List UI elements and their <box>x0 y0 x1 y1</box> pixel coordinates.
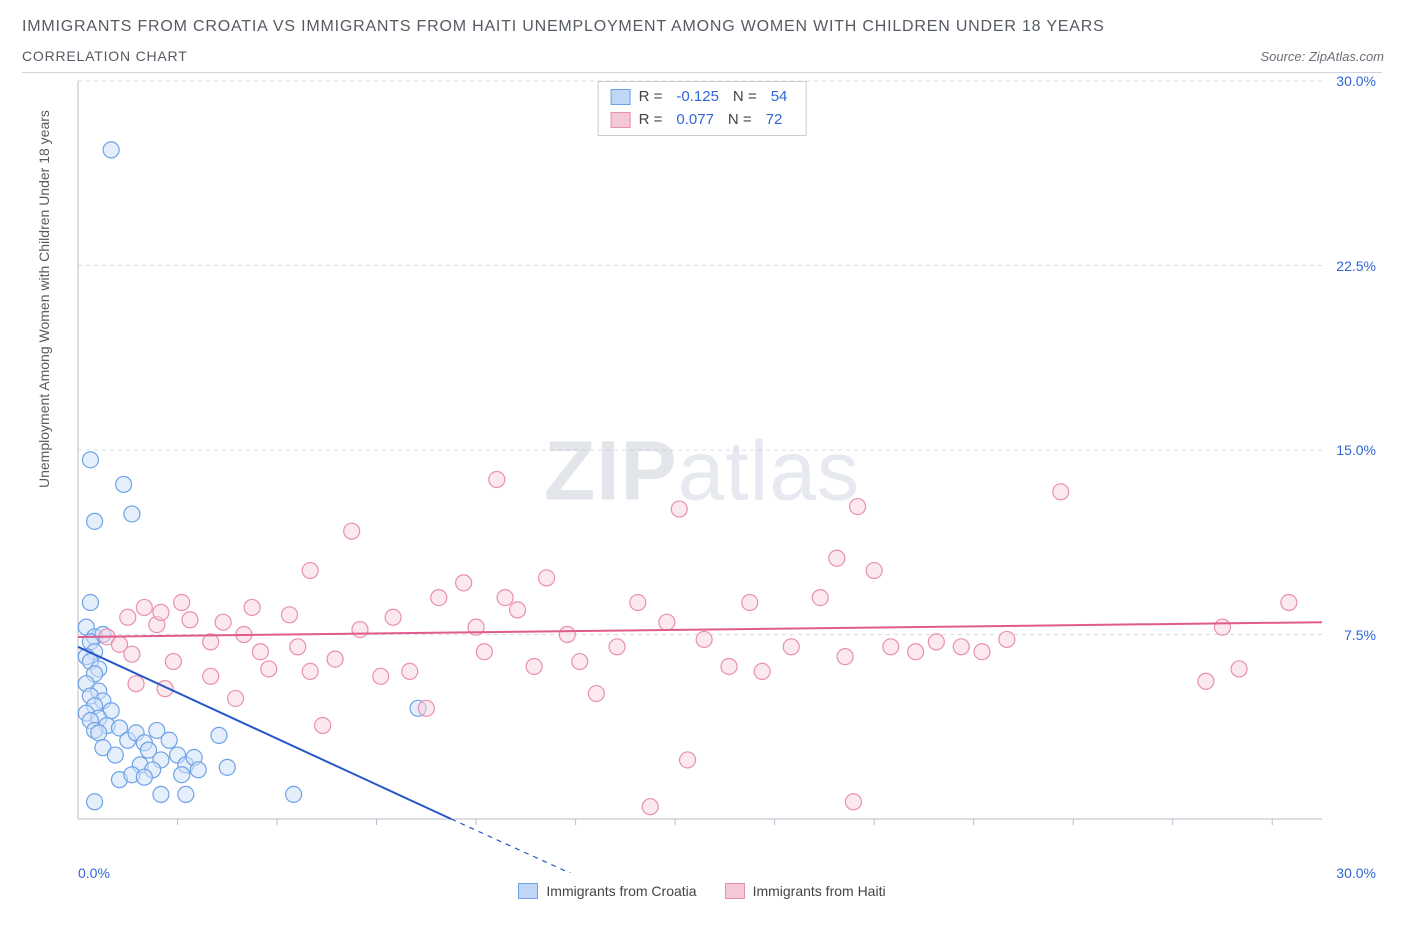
stat-R-label: R = <box>639 109 663 132</box>
chart-subtitle: CORRELATION CHART <box>22 48 188 64</box>
y-tick-label: 30.0% <box>1336 73 1376 89</box>
stat-R-croatia: -0.125 <box>670 86 725 109</box>
stat-N-haiti: 72 <box>760 109 789 132</box>
y-tick-label: 7.5% <box>1344 627 1376 643</box>
stat-N-label: N = <box>728 109 752 132</box>
legend-swatch-croatia <box>518 883 538 899</box>
subtitle-row: CORRELATION CHART Source: ZipAtlas.com <box>22 48 1384 64</box>
stat-N-label: N = <box>733 86 757 109</box>
y-tick-label: 15.0% <box>1336 442 1376 458</box>
legend-swatch-haiti <box>725 883 745 899</box>
stat-N-croatia: 54 <box>765 86 794 109</box>
y-tick-label: 22.5% <box>1336 258 1376 274</box>
source-text: Source: ZipAtlas.com <box>1260 49 1384 64</box>
legend-label-croatia: Immigrants from Croatia <box>546 883 696 899</box>
swatch-croatia <box>611 89 631 105</box>
chart-title: IMMIGRANTS FROM CROATIA VS IMMIGRANTS FR… <box>22 18 1384 36</box>
legend-label-haiti: Immigrants from Haiti <box>753 883 886 899</box>
bottom-legend: Immigrants from Croatia Immigrants from … <box>22 883 1382 899</box>
stat-R-label: R = <box>639 86 663 109</box>
chart-area: Unemployment Among Women with Children U… <box>22 72 1382 903</box>
stats-row-haiti: R = 0.077 N = 72 <box>611 109 794 132</box>
stats-legend-box: R = -0.125 N = 54 R = 0.077 N = 72 <box>598 81 807 136</box>
x-tick-left: 0.0% <box>78 865 110 881</box>
stats-row-croatia: R = -0.125 N = 54 <box>611 86 794 109</box>
x-tick-right: 30.0% <box>1336 865 1376 881</box>
y-axis-label: Unemployment Among Women with Children U… <box>36 110 52 488</box>
scatter-plot <box>22 73 1382 873</box>
stat-R-haiti: 0.077 <box>670 109 720 132</box>
legend-item-haiti: Immigrants from Haiti <box>725 883 886 899</box>
legend-item-croatia: Immigrants from Croatia <box>518 883 696 899</box>
swatch-haiti <box>611 112 631 128</box>
